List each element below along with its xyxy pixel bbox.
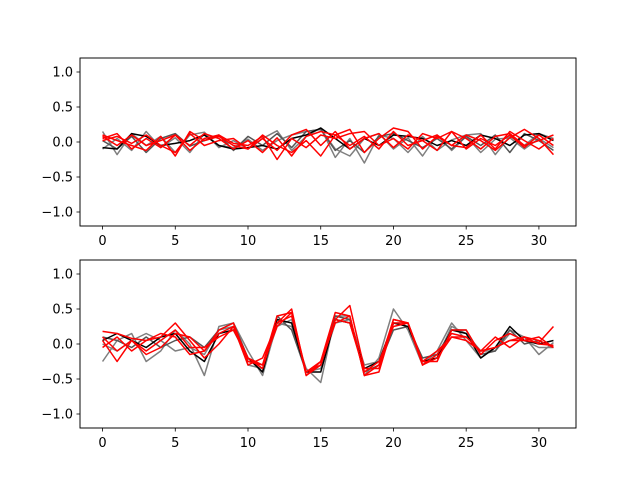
- series-line-7: [102, 130, 554, 157]
- series-line-7: [102, 311, 554, 377]
- x-tick-label: 30: [531, 436, 548, 451]
- y-tick-label: 0.5: [52, 101, 73, 116]
- series-line-5: [102, 128, 554, 157]
- x-tick-label: 25: [458, 234, 475, 249]
- axes-bottom: 0 5 10 15 20 25 30 −1.0 −0.5 0.0 0.5 1.0: [41, 259, 577, 451]
- x-tick-label: 5: [171, 234, 179, 249]
- x-tick-label: 30: [531, 234, 548, 249]
- y-tick-label: 0.0: [52, 338, 73, 353]
- y-tick-label: 0.0: [52, 136, 73, 151]
- y-tick-label: −1.0: [41, 408, 73, 423]
- series-line-3: [102, 318, 554, 373]
- x-tick-label: 0: [98, 436, 106, 451]
- y-tick-label: −0.5: [41, 373, 73, 388]
- x-tick-label: 5: [171, 436, 179, 451]
- x-tick-label: 20: [385, 436, 402, 451]
- series-line-6: [102, 130, 554, 161]
- y-tick-label: 0.5: [52, 303, 73, 318]
- y-tick-label: −1.0: [41, 206, 73, 221]
- axes-top: 0 5 10 15 20 25 30 −1.0 −0.5 0.0 0.5 1.0: [41, 57, 577, 249]
- x-tick-label: 0: [98, 234, 106, 249]
- x-tick-label: 10: [240, 436, 257, 451]
- x-tick-label: 15: [312, 234, 329, 249]
- series-line-2: [102, 128, 554, 154]
- x-tick-label: 25: [458, 436, 475, 451]
- y-tick-label: 1.0: [52, 268, 73, 283]
- x-tick-label: 20: [385, 234, 402, 249]
- x-tick-label: 10: [240, 234, 257, 249]
- y-tick-label: −0.5: [41, 171, 73, 186]
- x-tick-label: 15: [312, 436, 329, 451]
- y-tick-label: 1.0: [52, 66, 73, 81]
